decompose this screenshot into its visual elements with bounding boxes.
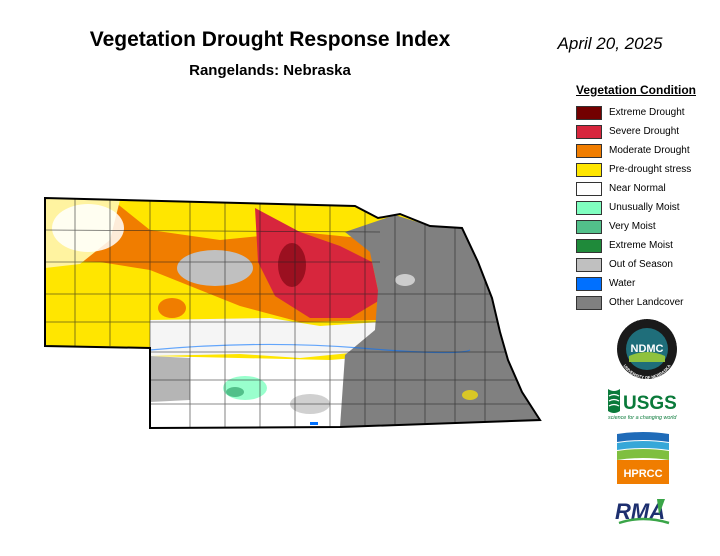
map-date: April 20, 2025 (557, 34, 663, 53)
legend-title: Vegetation Condition (576, 83, 696, 97)
legend-item-near-normal: Near Normal (576, 179, 716, 198)
map-subtitle: Rangelands: Nebraska (189, 62, 351, 79)
ndmc-abbr: NDMC (631, 343, 664, 355)
legend-label: Out of Season (609, 259, 673, 270)
legend-swatch (576, 143, 602, 158)
legend-label: Water (609, 278, 636, 289)
legend-item-unusually-moist: Unusually Moist (576, 198, 716, 217)
legend-label: Severe Drought (609, 126, 680, 137)
legend-label: Extreme Moist (609, 240, 673, 251)
legend-item-other-landcover: Other Landcover (576, 293, 716, 312)
map-title: Vegetation Drought Response Index (89, 28, 451, 51)
legend-label: Unusually Moist (609, 202, 680, 213)
legend-swatch (576, 105, 602, 120)
legend-swatch (576, 295, 602, 310)
legend-item-pre-drought-stress: Pre-drought stress (576, 160, 716, 179)
legend-item-out-of-season: Out of Season (576, 255, 716, 274)
hprcc-name: HPRCC (623, 468, 662, 480)
legend-swatch (576, 200, 602, 215)
usgs-logo: USGS science for a changing world (608, 389, 677, 421)
legend-swatch (576, 257, 602, 272)
rma-logo: RMA (615, 499, 670, 525)
legend-label: Other Landcover (609, 297, 684, 308)
legend-swatch (576, 219, 602, 234)
legend-label: Near Normal (609, 183, 666, 194)
hprcc-logo: HPRCC (617, 432, 669, 484)
legend-label: Very Moist (609, 221, 656, 232)
legend-swatch (576, 181, 602, 196)
legend-item-water: Water (576, 274, 716, 293)
ndmc-logo: NDMC NATIONAL DROUGHT MITIGATION CENTER … (613, 318, 681, 380)
legend-item-severe-drought: Severe Drought (576, 122, 716, 141)
legend-label: Moderate Drought (609, 145, 690, 156)
legend: Vegetation Condition Extreme Drought Sev… (576, 83, 716, 312)
legend-label: Extreme Drought (609, 107, 685, 118)
usgs-tagline: science for a changing world (608, 415, 677, 421)
usgs-name: USGS (623, 393, 677, 414)
legend-label: Pre-drought stress (609, 164, 692, 175)
legend-item-extreme-drought: Extreme Drought (576, 103, 716, 122)
legend-swatch (576, 124, 602, 139)
legend-item-very-moist: Very Moist (576, 217, 716, 236)
legend-swatch (576, 276, 602, 291)
legend-item-extreme-moist: Extreme Moist (576, 236, 716, 255)
legend-item-moderate-drought: Moderate Drought (576, 141, 716, 160)
legend-swatch (576, 162, 602, 177)
legend-swatch (576, 238, 602, 253)
